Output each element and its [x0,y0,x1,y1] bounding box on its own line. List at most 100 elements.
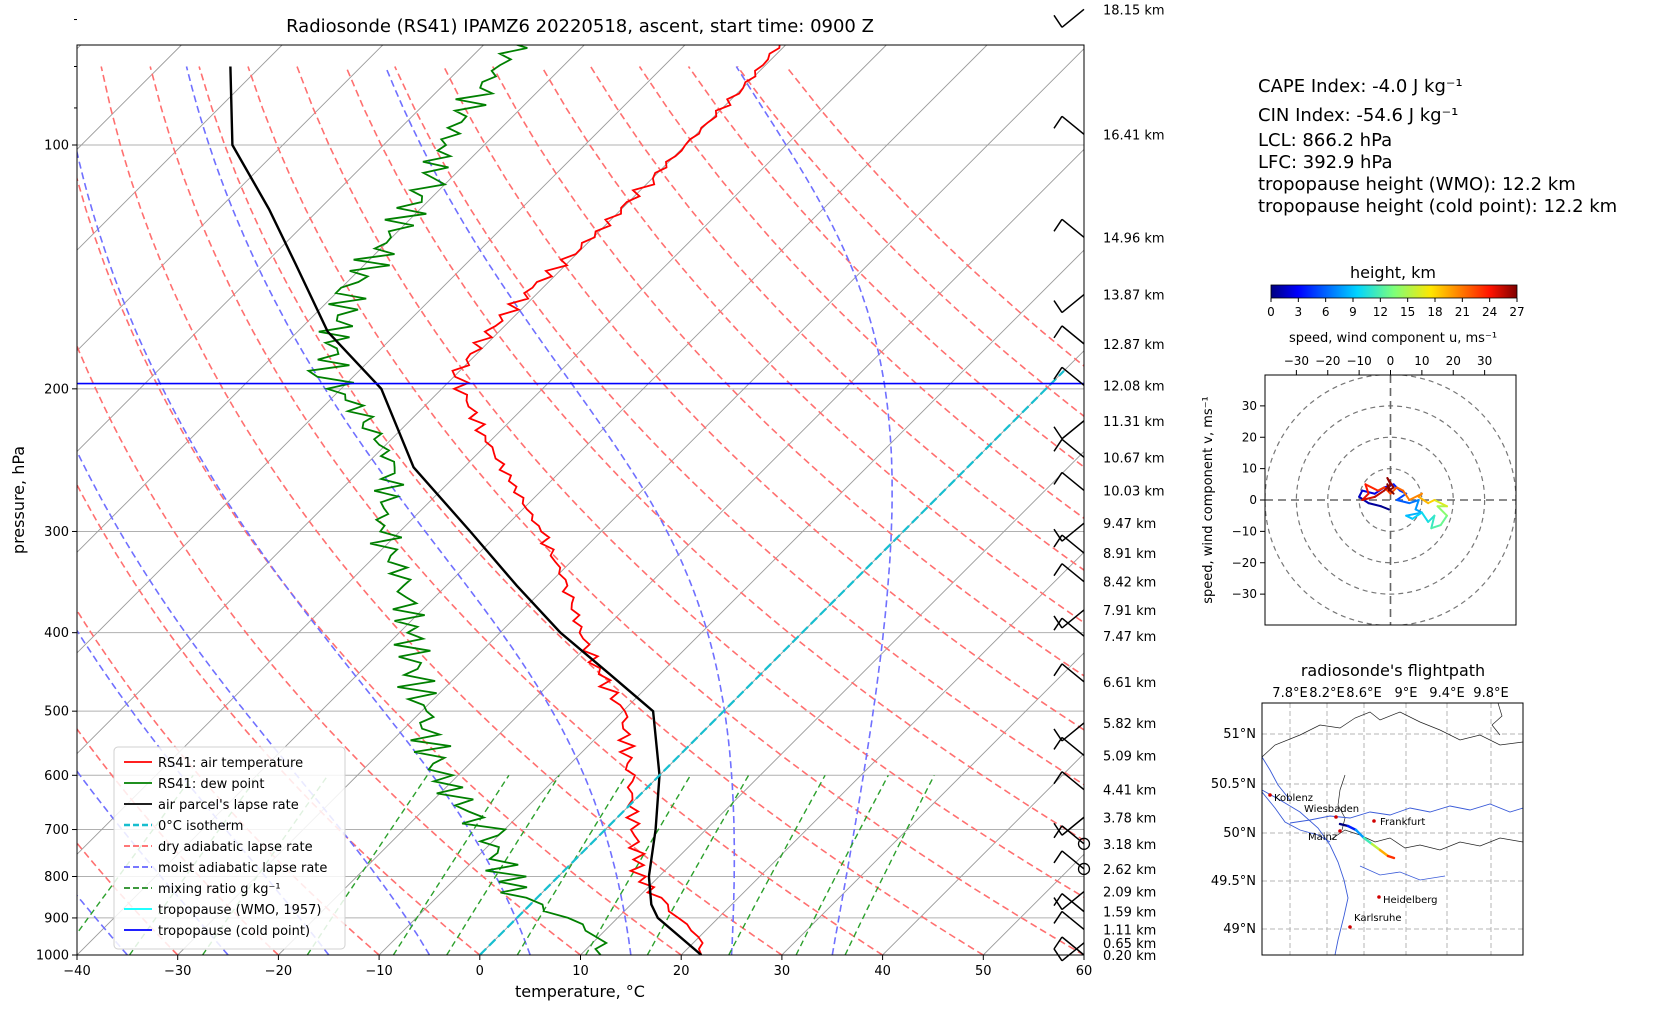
wind-barb [1061,893,1085,913]
legend-label: dry adiabatic lapse rate [158,840,313,855]
cin-index: CIN Index: -54.6 J kg⁻¹ [1258,105,1458,126]
hodograph-segment [1367,502,1383,508]
legend: RS41: air temperature RS41: dew point air … [113,746,346,950]
legend-box [113,746,346,950]
hodograph-y-tick-label: −10 [1232,524,1257,538]
map-lat-label: 50°N [1223,826,1256,841]
x-tick-label: 40 [874,964,891,979]
hodograph-segment [1433,499,1448,508]
isotherm [882,752,1084,955]
wind-barb-flag [1053,936,1063,950]
x-tick-label: 50 [975,964,992,979]
map-panel: radiosonde's flightpath KoblenzWiesbaden… [1211,661,1524,956]
wind-barb [1061,936,1085,956]
y-tick-label: 100 [44,139,69,154]
state-border [1491,703,1503,736]
legend-label: tropopause (cold point) [158,924,310,939]
city-marker [1372,819,1376,823]
hodograph-segment [1436,505,1448,517]
hodograph-x-tick-label: −10 [1346,354,1371,368]
hodograph-segment [1361,495,1376,501]
height-label: 8.91 km [1103,547,1156,562]
isotherm [77,45,283,251]
river-main [1289,803,1523,824]
height-label: 7.47 km [1103,630,1156,645]
dry-adiabat [687,66,1084,468]
wind-barb-flag [1053,472,1063,485]
hodograph-segment [1414,499,1420,511]
hodograph-left-label: speed, wind component v, ms⁻¹ [1201,396,1216,604]
moist-adiabat [735,66,893,955]
height-label: 1.11 km [1103,923,1156,938]
y-tick-label: 200 [44,382,69,397]
colorbar-tick-label: 9 [1349,305,1357,319]
hodograph-segment [1402,489,1411,501]
wind-barb-flag [1053,948,1063,962]
height-label: 8.42 km [1103,576,1156,591]
hodograph-x-tick-label: −20 [1315,354,1340,368]
city-label: Heidelberg [1383,895,1438,906]
height-label: 12.08 km [1103,379,1165,394]
isotherm [77,45,384,352]
wind-barb [1061,534,1085,554]
height-label: 13.87 km [1103,289,1165,304]
wind-barb [1061,8,1085,28]
wind-barb-flag [1053,825,1063,839]
city-marker [1268,793,1272,797]
x-tick-label: −20 [265,964,292,979]
wind-barb [1061,663,1085,683]
skewt-title: Radiosonde (RS41) IPAMZ6 20220518, ascen… [286,16,874,37]
map-lon-label: 8.6°E [1346,686,1381,701]
hodograph-segment [1430,514,1436,530]
y-tick-label: 800 [44,870,69,885]
isotherm [77,45,484,453]
wind-barb [1061,471,1085,492]
river-neckar [1359,865,1446,881]
hodograph-segment [1364,483,1370,495]
y-tick-label: 900 [44,911,69,926]
isotherm [781,652,1084,955]
isotherm [77,45,786,755]
legend-label: tropopause (WMO, 1957) [158,903,321,918]
hodograph-x-tick-label: 20 [1446,354,1461,368]
hodograph-panel: speed, wind component u, ms⁻¹ −30 −20 −10 0… [1201,331,1517,626]
moist-adiabat [185,66,632,955]
state-border [1262,711,1523,758]
wind-barb [1061,115,1085,135]
legend-label: mixing ratio g kg⁻¹ [158,882,281,897]
x-tick-label: 10 [572,964,589,979]
wind-barb [1061,609,1085,629]
x-tick-label: −40 [63,964,90,979]
hodograph-segment [1430,524,1442,530]
dry-adiabat [149,66,884,955]
y-tick-label: 400 [44,626,69,641]
height-label: 10.03 km [1103,484,1165,499]
map-lat-label: 49°N [1223,922,1256,937]
hodograph-x-tick-label: 10 [1414,354,1429,368]
river-rhine [1262,789,1349,955]
mixing-ratio-line [446,774,560,955]
height-label: 2.62 km [1103,863,1156,878]
mixing-ratio-line [516,774,627,955]
wind-barb [1061,366,1085,386]
wind-barb [1061,910,1085,931]
hodograph-y-tick-label: 20 [1242,430,1257,444]
height-labels: 18.15 km 16.41 km 14.96 km 13.87 km 12.87 km… [1103,3,1165,964]
hodograph-segment [1386,483,1392,492]
wind-barb-flag [1053,14,1063,28]
flightpath-segment [1370,842,1382,852]
hodograph-x-tick-label: 30 [1477,354,1492,368]
legend-label: RS41: dew point [158,777,265,792]
city-label: Koblenz [1274,793,1313,804]
y-tick-label: 600 [44,769,69,784]
colorbar-ticks: 0 3 6 9 12 15 18 21 24 27 [1267,298,1525,319]
hodograph-x-tick-label: −30 [1284,354,1309,368]
wind-barb-flag [1053,438,1063,452]
flightpath-segment [1362,836,1374,846]
lcl-value: LCL: 866.2 hPa [1258,130,1392,151]
mixing-ratio-line [585,774,692,955]
skewt-x-ticks: −40 −30 −20 −10 0 10 20 30 40 50 60 [63,955,1092,979]
hodograph-y-tick-label: 0 [1249,493,1257,507]
wind-barb-flag [1053,528,1063,542]
zero-isotherm-line [479,370,1065,955]
